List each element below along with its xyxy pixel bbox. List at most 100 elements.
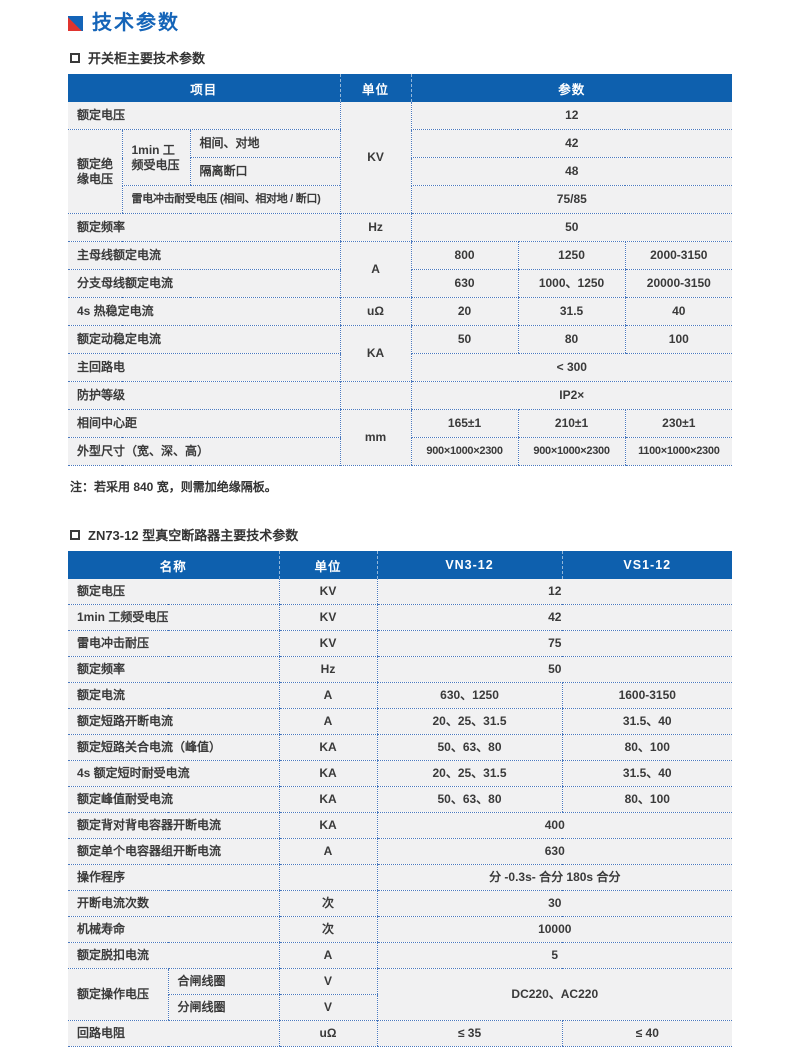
table-cell: 雷电冲击耐压 [68,630,280,657]
table-cell: 额定绝缘电压 [68,129,122,214]
table-cell: ≤ 35 [376,1020,563,1047]
column-header-cell: 参数 [410,74,733,102]
table-note: 注：若采用 840 宽，则需加绝缘隔板。 [70,480,277,494]
table-row: 主回路电 < 300 [68,353,733,382]
table-cell: 400 [376,812,733,839]
table-cell: 额定峰值耐受电流 [68,786,280,813]
column-header-cell: 单位 [339,74,412,102]
table-cell: 2000-3150 [624,241,733,270]
table-cell: 防护等级 [68,381,341,410]
table-cell: 额定操作电压 [68,968,168,1021]
table-cell: 20、25、31.5 [376,708,563,735]
table-row: 相间中心距 mm 165±1 210±1 230±1 [68,409,733,466]
table-cell: 40 [624,297,733,326]
table-row: 4s 热稳定电流 uΩ 20 31.5 40 [68,297,733,326]
table-cell: 900×1000×2300 [517,437,626,466]
table-cell: 额定动稳定电流 [68,325,341,354]
table-row: 主母线额定电流 A 800 1250 2000-3150 [68,241,733,298]
table-cell: 5 [376,942,733,969]
table-cell: 31.5、40 [561,760,733,787]
table-cell: 相间中心距 [68,409,341,438]
breaker-params-table: 名称 单位 VN3-12 VS1-12 额定电压 KV 12 1min 工频受电压 KV 42 雷电… [68,551,733,1047]
section-title-breaker: ZN73-12 型真空断路器主要技术参数 [70,525,732,544]
table-cell: 次 [278,916,378,943]
table-cell: < 300 [410,353,733,382]
column-header-cell: 项目 [68,74,341,102]
page-title: 技术参数 [68,10,732,36]
table-cell: 12 [410,102,733,130]
table-cell: 20、25、31.5 [376,760,563,787]
table-cell: 1min 工频受电压 [68,604,280,631]
table-row: 额定电压 KV 12 [68,579,733,605]
table-cell: 210±1 [517,409,626,438]
table-cell: 80、100 [561,734,733,761]
table-cell: DC220、AC220 [376,968,733,1021]
table-cell: 额定频率 [68,213,341,242]
table-cell: 230±1 [624,409,733,438]
table-cell: 1000、1250 [517,269,626,298]
table-cell: A [339,241,412,298]
table-cell: 800 [410,241,519,270]
table-cell: 额定频率 [68,656,280,683]
table-cell: 操作程序 [68,864,280,891]
table-cell: 额定背对背电容器开断电流 [68,812,280,839]
table-cell: 50 [376,656,733,683]
table-cell: 1100×1000×2300 [624,437,733,466]
table-cell: 42 [410,129,733,158]
table-cell: 10000 [376,916,733,943]
table-cell: 75 [376,630,733,657]
table-cell: KV [278,579,378,605]
table-cell: KA [278,786,378,813]
column-header-cell: VS1-12 [561,551,733,579]
table-cell: 630、1250 [376,682,563,709]
table-cell: 额定电压 [68,579,280,605]
table-row: 额定背对背电容器开断电流 KA 400 [68,812,733,839]
table-cell [278,864,378,891]
table-cell: 50 [410,213,733,242]
table-row: 机械寿命次 10000 [68,916,733,943]
table-cell: 相间、对地 [189,129,341,158]
table-row: 1min 工频受电压 KV 42 [68,604,733,631]
table-cell: A [278,942,378,969]
column-header-cell: VN3-12 [376,551,563,579]
table-header-row: 项目 单位 参数 [68,74,733,102]
table-row: 额定峰值耐受电流 KA 50、63、80 80、100 [68,786,733,813]
table-row: 额定单个电容器组开断电流 A 630 [68,838,733,865]
table-row: 额定短路关合电流（峰值） KA 50、63、80 80、100 [68,734,733,761]
section-switchgear: 开关柜主要技术参数 项目 单位 参数 额定电压 KV 12 额定绝缘电压 1min 工频受电压… [68,48,733,495]
table-cell: uΩ [278,1020,378,1047]
table-row: 雷电冲击耐压 KV 75 [68,630,733,657]
table-row: 额定绝缘电压 1min 工频受电压 相间、对地 42 [68,129,733,214]
table-cell: 20 [410,297,519,326]
table-cell: 80 [517,325,626,354]
table-cell: 48 [410,157,733,186]
table-cell: 31.5 [517,297,626,326]
table-cell: KA [278,812,378,839]
table-cell: 50、63、80 [376,734,563,761]
table-cell: KA [339,325,412,382]
table-row: 雷电冲击耐受电压 (相间、相对地 / 断口) 75/85 [68,185,733,214]
table-cell: V [278,968,378,995]
square-bullet-icon [70,52,80,63]
table-cell: A [278,682,378,709]
table-row: 回路电阻 uΩ ≤ 35 ≤ 40 [68,1020,733,1047]
table-cell: 50 [410,325,519,354]
table-cell: 额定电流 [68,682,280,709]
split-square-icon [68,15,83,31]
table-header-row: 名称 单位 VN3-12 VS1-12 [68,551,733,579]
table-row: 额定脱扣电流 A 5 [68,942,733,969]
table-row: 额定电流 A 630、1250 1600-3150 [68,682,733,709]
table-row: 外型尺寸（宽、深、高） 900×1000×2300 900×1000×2300 110… [68,437,733,466]
table-cell: 分 -0.3s- 合分 180s 合分 [376,864,733,891]
table-cell: Hz [278,656,378,683]
table-row: 额定动稳定电流 KA 50 80 100 [68,325,733,382]
table-cell: 额定短路开断电流 [68,708,280,735]
switchgear-params-table: 项目 单位 参数 额定电压 KV 12 额定绝缘电压 1min 工频受电压 相间、对地 42 隔离断… [68,74,733,466]
table-cell: 机械寿命 [68,916,280,943]
table-row: 防护等级 IP2× [68,381,733,410]
table-cell: 额定短路关合电流（峰值） [68,734,280,761]
table-row: 4s 额定短时耐受电流 KA 20、25、31.5 31.5、40 [68,760,733,787]
table-cell: 分支母线额定电流 [68,269,341,298]
table-cell: 75/85 [410,185,733,214]
table-cell: KA [278,734,378,761]
